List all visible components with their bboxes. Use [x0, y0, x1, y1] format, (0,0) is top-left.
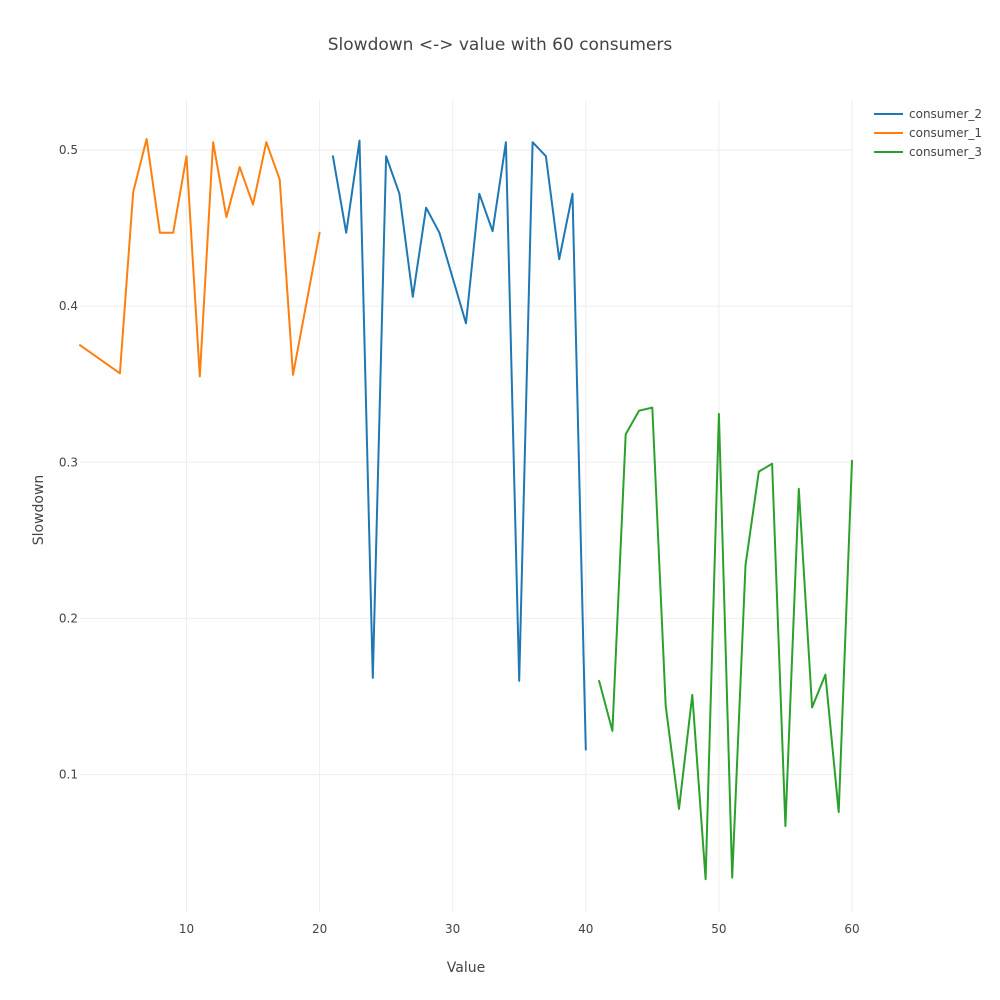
- y-tick-label: 0.1: [59, 768, 78, 782]
- x-tick-label: 60: [844, 922, 859, 936]
- legend-label: consumer_1: [909, 126, 982, 140]
- y-tick-label: 0.4: [59, 299, 78, 313]
- y-tick-label: 0.5: [59, 143, 78, 157]
- legend-label: consumer_3: [909, 145, 982, 159]
- x-tick-label: 10: [179, 922, 194, 936]
- x-tick-label: 50: [711, 922, 726, 936]
- x-tick-label: 40: [578, 922, 593, 936]
- legend: consumer_2 consumer_1 consumer_3: [874, 107, 982, 159]
- series-lines: [79, 138, 853, 881]
- x-tick-label: 20: [312, 922, 327, 936]
- x-tick-label: 30: [445, 922, 460, 936]
- series-line-consumer_1: [79, 138, 321, 378]
- legend-label: consumer_2: [909, 107, 982, 121]
- x-axis-ticks: 10 20 30 40 50 60: [179, 922, 860, 936]
- series-line-consumer_3: [598, 406, 853, 881]
- y-axis-ticks: 0.1 0.2 0.3 0.4 0.5: [59, 143, 78, 782]
- y-tick-label: 0.2: [59, 611, 78, 625]
- chart-title: Slowdown <-> value with 60 consumers: [328, 35, 673, 55]
- y-tick-label: 0.3: [59, 455, 78, 469]
- x-axis-title: Value: [447, 960, 485, 976]
- y-axis-title: Slowdown: [31, 475, 47, 546]
- series-line-consumer_2: [331, 139, 587, 751]
